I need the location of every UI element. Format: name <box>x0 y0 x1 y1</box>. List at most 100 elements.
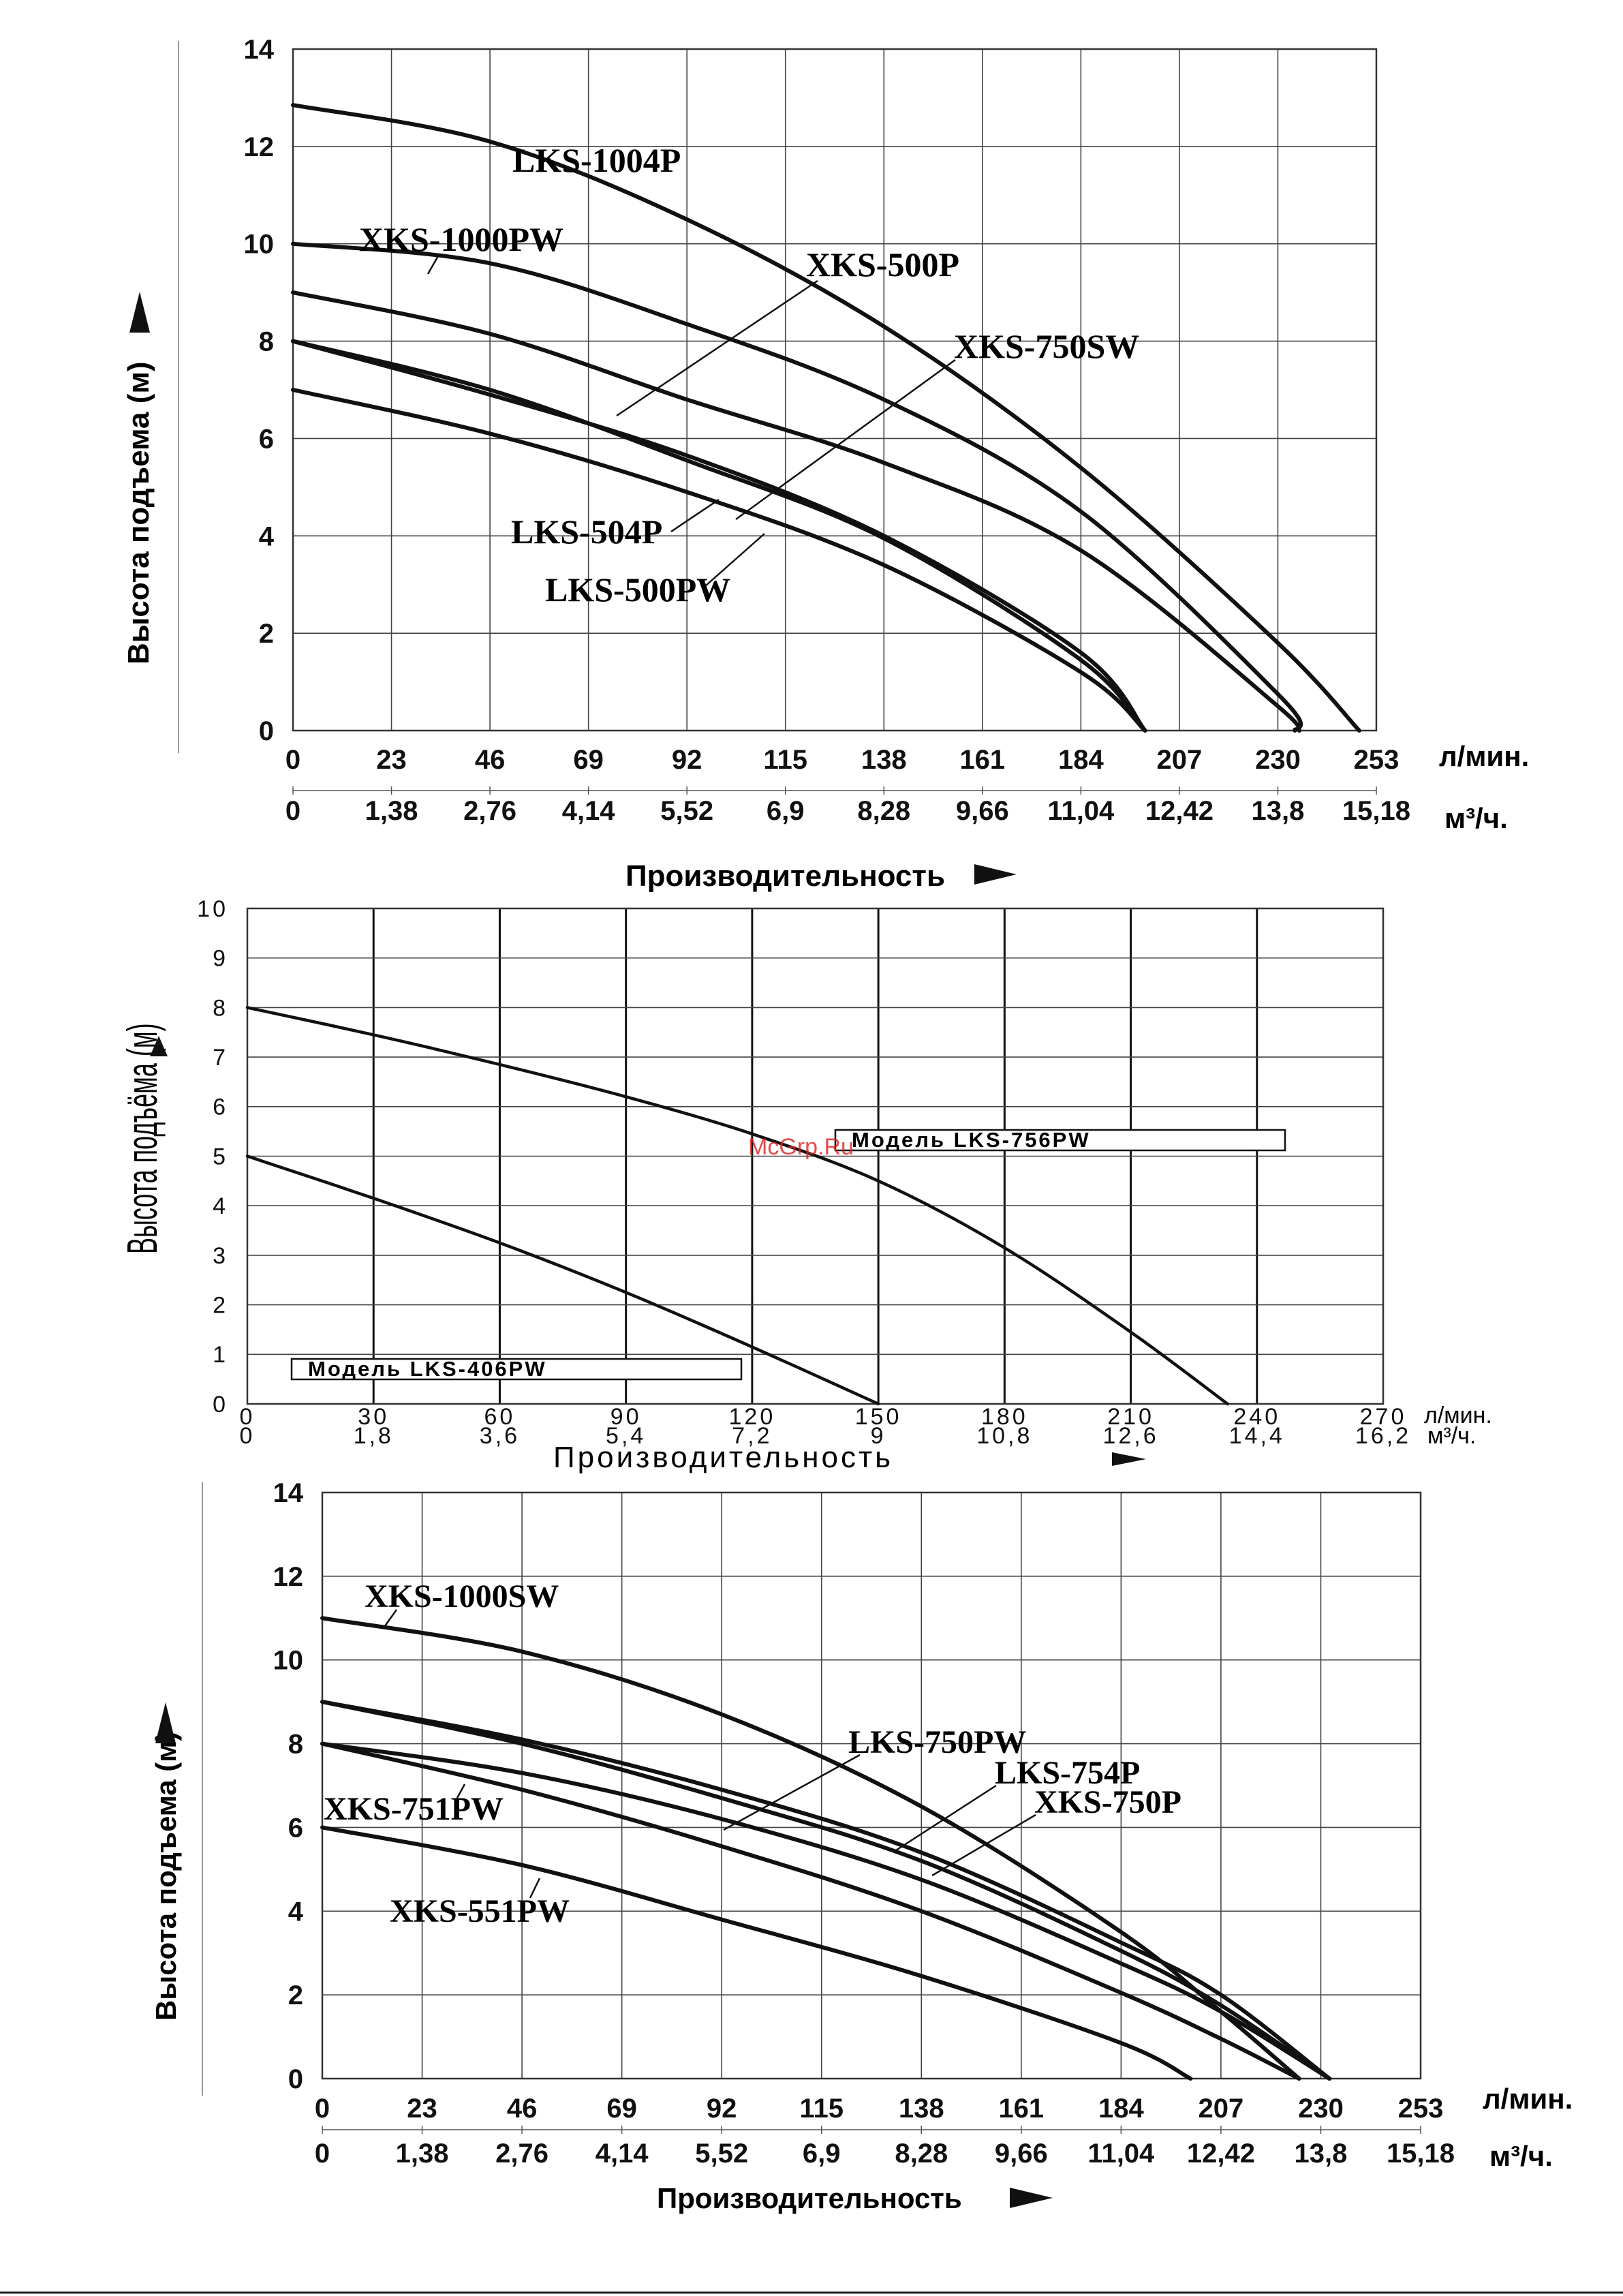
label-lks-500pw: LKS-500PW <box>545 570 730 609</box>
x-tick-label-secondary: 12,6 <box>1102 1423 1158 1449</box>
x-tick-label-secondary: 7,2 <box>732 1423 772 1449</box>
leader-xks-750sw <box>735 358 956 521</box>
leader-xks-1000pw <box>427 254 440 275</box>
chart-3-series <box>320 1616 1332 2081</box>
label-lks-750pw: LKS-750PW <box>848 1724 1026 1760</box>
x-tick-label-secondary: 13,8 <box>1252 796 1305 826</box>
series-line-xks-751pw <box>320 1741 1301 2081</box>
label-box-lks-756pw <box>834 1129 1286 1152</box>
series-line-lks-406pw <box>245 1154 880 1406</box>
y-tick-label: 14 <box>244 35 275 65</box>
label-lks-406pw: Модель LKS-406PW <box>308 1357 547 1381</box>
label-xks-1000pw: XKS-1000PW <box>359 220 563 258</box>
x-tick-label-secondary: 5,52 <box>660 796 713 826</box>
leader-xks-750p <box>931 1813 1036 1877</box>
y-tick-label: 9 <box>213 946 228 972</box>
x-tick-label-primary: 46 <box>507 2094 538 2124</box>
leader-lks-750pw <box>723 1754 861 1831</box>
y-tick-label: 6 <box>259 424 274 454</box>
x-tick-label-primary: 184 <box>1058 745 1104 775</box>
x-tick-label-secondary: 2,76 <box>495 2139 548 2169</box>
y-tick-label: 0 <box>259 716 274 746</box>
leader-lks-754p <box>895 1784 997 1852</box>
chart-2-x-ticks-secondary: 0 1,8 3,6 5,4 7,2 9 10,8 12,6 14,4 16,2 <box>240 1423 1409 1449</box>
x-tick-label-secondary: 9,66 <box>956 796 1009 826</box>
chart-2-x-unit-secondary: м³/ч. <box>1427 1423 1476 1449</box>
series-line-xks-1000sw <box>320 1616 1301 2081</box>
y-tick-label: 10 <box>244 230 275 260</box>
x-tick-label-secondary: 1,8 <box>354 1423 394 1449</box>
chart-1-x-arrow-icon <box>974 864 1017 885</box>
x-tick-label-primary: 0 <box>315 2094 330 2124</box>
x-tick-label-primary: 46 <box>475 745 506 775</box>
leader-xks-751pw <box>455 1784 466 1800</box>
chart-3-x-unit-secondary: м³/ч. <box>1489 2140 1553 2172</box>
chart-3-grid <box>321 1491 1422 2134</box>
plot-frame <box>321 1491 1422 2080</box>
x-tick-label-secondary: 9 <box>871 1423 886 1449</box>
chart-1-x-label: Производительность <box>625 859 945 893</box>
x-tick-label-secondary: 11,04 <box>1047 796 1115 826</box>
series-line-lks-504p <box>291 339 1147 733</box>
label-xks-500p: XKS-500P <box>806 245 959 284</box>
y-tick-label: 4 <box>259 521 275 551</box>
y-tick-label: 5 <box>213 1144 228 1169</box>
y-tick-label: 4 <box>288 1897 304 1927</box>
x-tick-label-primary: 230 <box>1298 2094 1344 2124</box>
chart-1-x-ticks-primary: 0 23 46 69 92 115 138 161 184 207 230 253 <box>285 745 1400 775</box>
x-tick-label-primary: 23 <box>407 2094 437 2124</box>
x-tick-label-secondary: 0 <box>315 2139 330 2169</box>
y-tick-label: 0 <box>213 1392 228 1418</box>
x-tick-label-secondary: 15,18 <box>1342 796 1410 826</box>
x-tick-label-secondary: 12,42 <box>1187 2139 1255 2169</box>
x-tick-label-primary: 161 <box>959 745 1005 775</box>
x-tick-label-secondary: 10,8 <box>976 1423 1032 1449</box>
chart-3-x-unit-primary: л/мин. <box>1483 2083 1573 2115</box>
x-tick-label-secondary: 8,28 <box>895 2139 948 2169</box>
x-tick-label-primary: 161 <box>998 2094 1044 2124</box>
x-tick-label-secondary: 5,52 <box>695 2139 748 2169</box>
x-tick-label-primary: 120 <box>729 1404 776 1430</box>
x-tick-label-secondary: 1,38 <box>396 2139 449 2169</box>
x-tick-label-secondary: 8,28 <box>857 796 910 826</box>
y-tick-label: 12 <box>244 132 275 162</box>
y-tick-label: 3 <box>213 1243 228 1269</box>
label-xks-751pw: XKS-751PW <box>324 1791 504 1827</box>
y-tick-label: 7 <box>213 1045 228 1071</box>
series-line-lks-500pw <box>291 388 1147 733</box>
x-tick-label-secondary: 1,38 <box>365 796 418 826</box>
chart-1-series <box>291 103 1361 733</box>
series-line-xks-750sw <box>291 339 1147 733</box>
chart-2-x-unit-primary: л/мин. <box>1424 1403 1492 1428</box>
x-tick-label-primary: 207 <box>1199 2094 1244 2124</box>
x-tick-label-secondary: 2,76 <box>463 796 516 826</box>
chart-3-x-ticks-secondary: 0 1,38 2,76 4,14 5,52 6,9 8,28 9,66 11,04 12,42 13… <box>315 2139 1455 2169</box>
y-tick-label: 4 <box>213 1193 228 1219</box>
x-tick-label-primary: 180 <box>981 1404 1028 1430</box>
y-tick-label: 8 <box>213 995 228 1021</box>
x-tick-label-primary: 92 <box>707 2094 737 2124</box>
y-tick-label: 14 <box>273 1478 304 1508</box>
chart-3-x-arrow-icon <box>1010 2188 1053 2208</box>
chart-1-x-unit-primary: л/мин. <box>1439 740 1529 772</box>
label-lks-754p: LKS-754P <box>995 1755 1140 1791</box>
x-tick-label-secondary: 4,14 <box>596 2139 649 2169</box>
label-xks-750sw: XKS-750SW <box>954 327 1139 365</box>
leader-lks-500pw <box>705 533 765 587</box>
x-tick-label-secondary: 11,04 <box>1087 2139 1155 2169</box>
y-tick-label: 1 <box>213 1342 228 1368</box>
x-tick-label-primary: 150 <box>855 1404 902 1430</box>
chart-1-grid <box>292 48 1378 795</box>
watermark: McGrp.Ru <box>748 1134 854 1160</box>
x-tick-label-primary: 23 <box>376 745 407 775</box>
x-tick-label-secondary: 14,4 <box>1229 1423 1285 1449</box>
x-tick-label-secondary: 0 <box>285 796 300 826</box>
leader-xks-500p <box>616 279 818 417</box>
x-tick-label-primary: 207 <box>1157 745 1203 775</box>
chart-1-y-arrow-icon <box>129 292 150 333</box>
y-tick-label: 10 <box>197 896 228 922</box>
x-tick-label-primary: 30 <box>358 1404 389 1430</box>
